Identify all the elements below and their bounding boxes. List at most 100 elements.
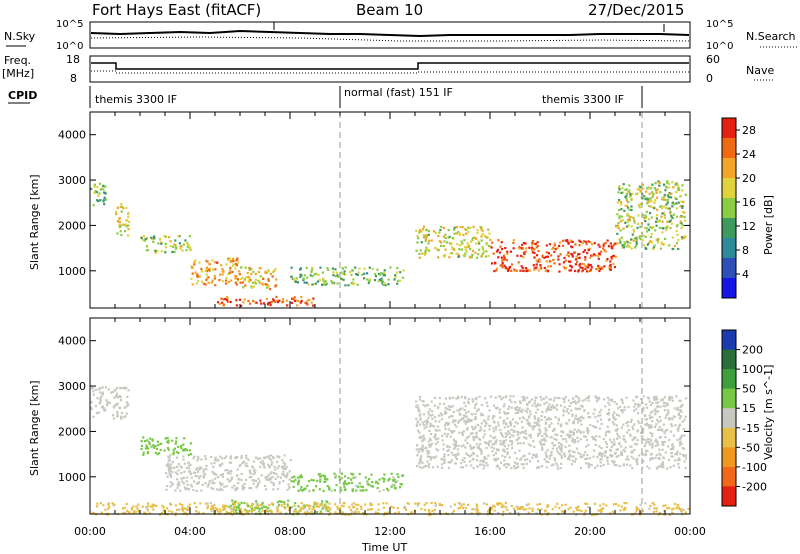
velocity-echo-cell [449, 505, 452, 508]
velocity-echo-cell [592, 455, 595, 458]
velocity-echo-cell [182, 449, 185, 452]
velocity-echo-cell [654, 410, 657, 413]
velocity-echo-cell [382, 513, 386, 516]
power-echo-cell [661, 198, 664, 201]
velocity-echo-cell [671, 444, 674, 447]
velocity-echo-cell [282, 480, 285, 483]
power-echo-cell [609, 268, 612, 272]
velocity-echo-cell [633, 443, 636, 446]
velocity-echo-cell [677, 414, 680, 417]
velocity-echo-cell [307, 511, 310, 514]
velocity-echo-cell [603, 398, 606, 401]
velocity-echo-cell [151, 438, 154, 441]
velocity-echo-cell [422, 423, 425, 426]
power-echo-cell [489, 238, 492, 241]
velocity-echo-cell [683, 434, 686, 437]
velocity-echo-cell [627, 420, 630, 424]
power-echo-cell [498, 251, 501, 254]
velocity-echo-cell [328, 513, 331, 516]
time-tick-label: 16:00 [474, 525, 506, 538]
power-echo-cell [306, 303, 309, 306]
velocity-echo-cell [513, 465, 516, 468]
velocity-echo-cell [526, 403, 529, 406]
velocity-echo-cell [547, 417, 550, 420]
velocity-echo-cell [187, 453, 190, 457]
velocity-echo-cell [442, 402, 445, 406]
velocity-echo-cell [600, 422, 603, 426]
power-echo-cell [310, 271, 313, 274]
velocity-echo-cell [546, 449, 549, 452]
velocity-echo-cell [517, 506, 520, 509]
power-echo-cell [619, 241, 622, 244]
velocity-echo-cell [158, 452, 161, 455]
power-echo-cell [516, 254, 519, 257]
velocity-echo-cell [482, 460, 486, 463]
power-echo-cell [609, 242, 612, 245]
velocity-echo-cell [315, 485, 318, 488]
velocity-echo-cell [464, 439, 467, 442]
velocity-echo-cell [153, 446, 156, 449]
velocity-echo-cell [101, 393, 104, 396]
velocity-echo-cell [359, 489, 362, 492]
velocity-echo-cell [639, 503, 642, 506]
velocity-echo-cell [662, 404, 665, 408]
velocity-echo-cell [104, 508, 107, 511]
velocity-echo-cell [549, 398, 553, 401]
velocity-echo-cell [245, 454, 248, 457]
velocity-echo-cell [187, 464, 190, 467]
power-echo-cell [614, 255, 617, 259]
power-echo-cell [506, 269, 510, 272]
power-echo-cell [619, 239, 622, 242]
velocity-echo-cell [551, 508, 554, 511]
power-echo-cell [661, 196, 664, 199]
velocity-echo-cell [264, 476, 267, 479]
velocity-echo-cell [568, 436, 571, 439]
velocity-echo-cell [474, 398, 477, 401]
velocity-echo-cell [574, 441, 577, 444]
velocity-echo-cell [541, 411, 544, 414]
velocity-echo-cell [469, 419, 472, 422]
velocity-echo-cell [625, 463, 629, 466]
velocity-echo-cell [175, 437, 178, 440]
velocity-echo-cell [675, 395, 678, 398]
velocity-echo-cell [229, 455, 232, 458]
velocity-echo-cell [308, 489, 311, 492]
velocity-echo-cell [466, 428, 469, 431]
power-echo-cell [480, 239, 483, 242]
velocity-echo-cell [554, 505, 557, 508]
velocity-echo-cell [177, 469, 180, 472]
power-echo-cell [247, 299, 250, 303]
velocity-echo-cell [381, 477, 384, 480]
velocity-echo-cell [496, 503, 499, 506]
velocity-echo-cell [642, 395, 646, 398]
power-echo-cell [389, 266, 392, 269]
power-echo-cell [200, 280, 204, 283]
power-echo-cell [667, 207, 670, 210]
velocity-echo-cell [90, 407, 93, 411]
power-echo-cell [628, 219, 631, 222]
power-echo-cell [305, 281, 308, 284]
power-echo-cell [626, 241, 629, 244]
velocity-echo-cell [456, 409, 459, 412]
velocity-echo-cell [438, 420, 441, 423]
velocity-echo-cell [669, 397, 672, 400]
power-echo-cell [630, 238, 633, 241]
velocity-echo-cell [680, 509, 683, 512]
power-echo-cell [473, 236, 477, 239]
power-echo-cell [242, 301, 245, 304]
velocity-echo-cell [454, 456, 457, 459]
velocity-echo-cell [202, 468, 205, 471]
velocity-echo-cell [463, 408, 466, 412]
velocity-echo-cell [345, 482, 349, 486]
velocity-echo-cell [507, 408, 510, 411]
velocity-echo-cell [547, 408, 550, 411]
velocity-echo-cell [310, 478, 313, 481]
power-echo-cell [342, 278, 345, 281]
velocity-echo-cell [633, 405, 636, 408]
power-echo-cell [225, 263, 228, 266]
power-echo-cell [227, 273, 230, 276]
velocity-echo-cell [222, 506, 225, 509]
velocity-echo-cell [426, 452, 429, 455]
power-echo-region-4 [240, 266, 278, 291]
velocity-echo-cell [206, 507, 209, 510]
